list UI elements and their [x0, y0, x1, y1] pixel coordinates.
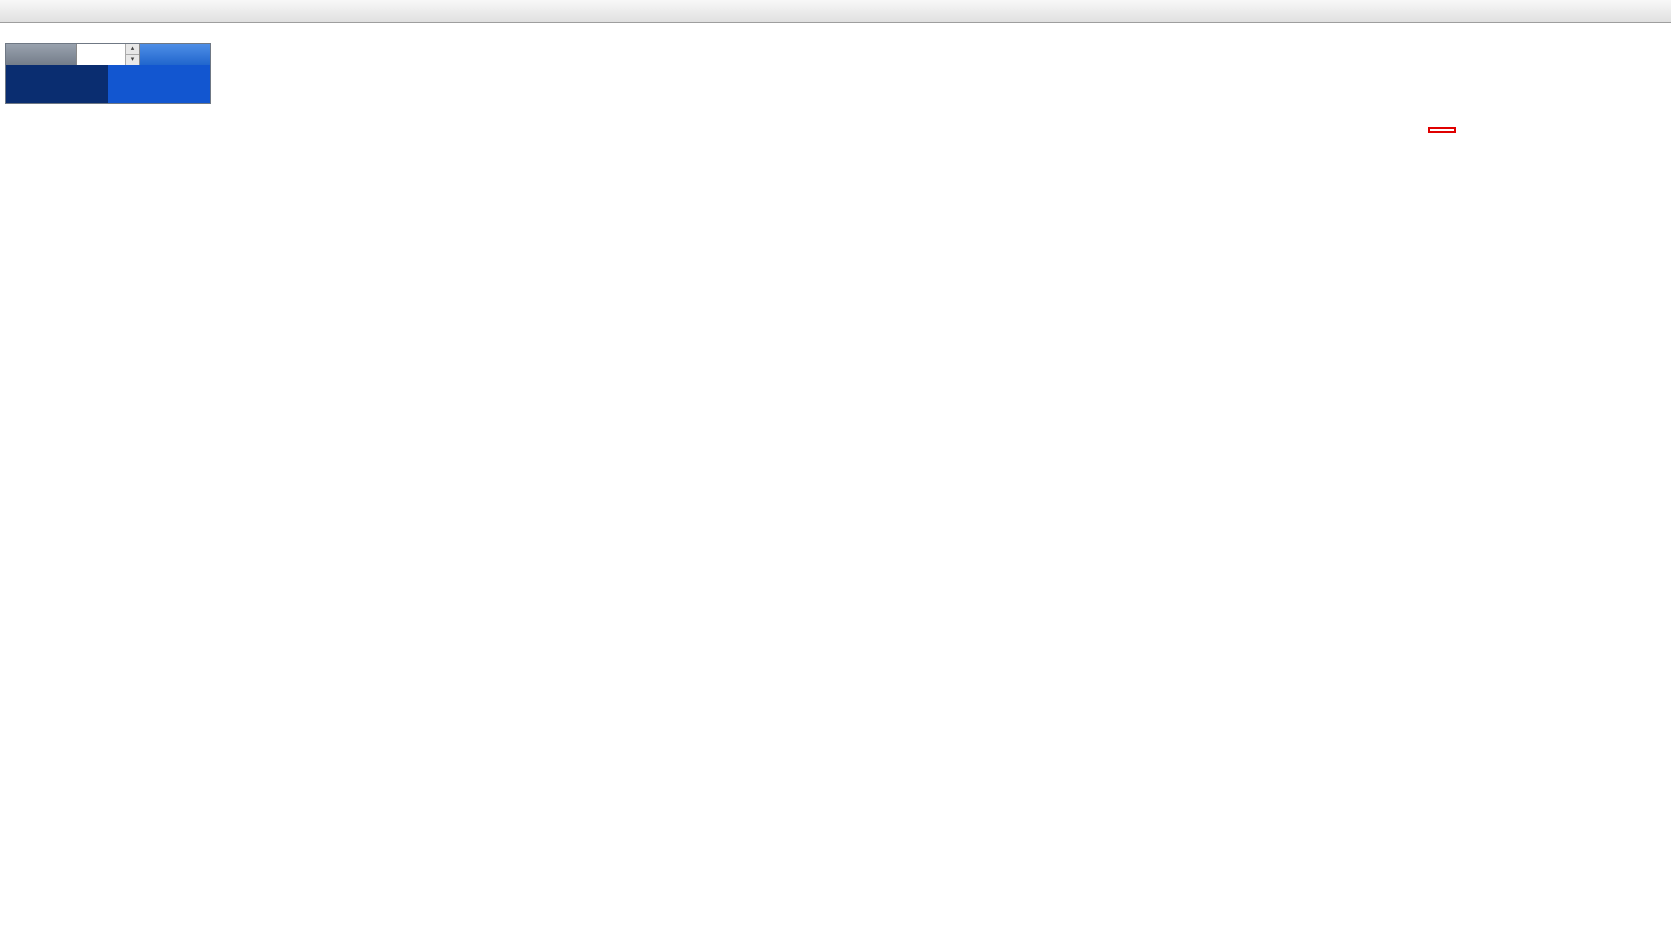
volume-spinner: ▴ ▾ — [125, 44, 139, 65]
volume-box: ▴ ▾ — [76, 44, 140, 65]
buy-price-button[interactable] — [108, 65, 210, 103]
rsi-label — [4, 772, 11, 784]
volume-increase-button[interactable]: ▴ — [126, 44, 139, 55]
toolbar — [0, 0, 1671, 23]
chart-area — [0, 23, 1671, 946]
volume-input[interactable] — [77, 44, 125, 65]
trade-controls-row: ▴ ▾ — [6, 44, 210, 65]
price-annotation-box[interactable] — [1428, 127, 1456, 133]
trade-prices-row — [6, 65, 210, 103]
buy-button[interactable] — [140, 44, 210, 65]
macd-label — [4, 569, 16, 581]
sell-button[interactable] — [6, 44, 76, 65]
one-click-trading-panel: ▴ ▾ — [6, 44, 210, 103]
volume-decrease-button[interactable]: ▾ — [126, 55, 139, 65]
sell-price-button[interactable] — [6, 65, 108, 103]
